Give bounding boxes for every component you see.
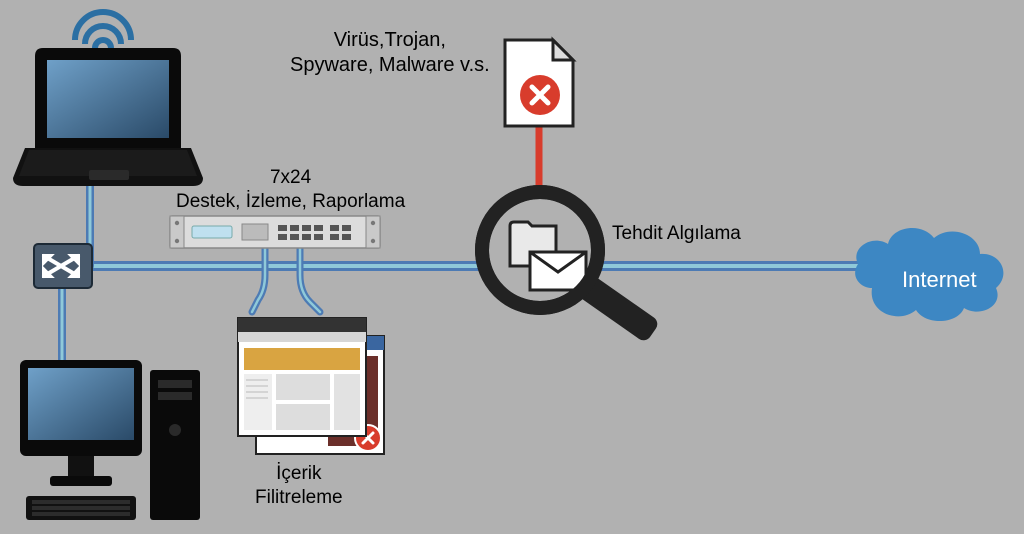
internet-label: Internet — [902, 266, 977, 294]
wifi-icon — [75, 12, 131, 48]
switch-icon — [34, 244, 92, 288]
threats-label: Virüs,Trojan, Spyware, Malware v.s. — [290, 28, 490, 78]
detect-label: Tehdit Algılama — [612, 222, 741, 246]
threat-document-icon — [505, 40, 573, 126]
filter-label: İçerik Filitreleme — [255, 462, 343, 510]
desktop-icon — [20, 360, 200, 520]
appliance-icon — [170, 216, 380, 248]
network-diagram — [0, 0, 1024, 534]
support-label: 7x24 Destek, İzleme, Raporlama — [176, 166, 405, 214]
laptop-icon — [13, 48, 203, 186]
content-filter-icon — [238, 318, 384, 454]
